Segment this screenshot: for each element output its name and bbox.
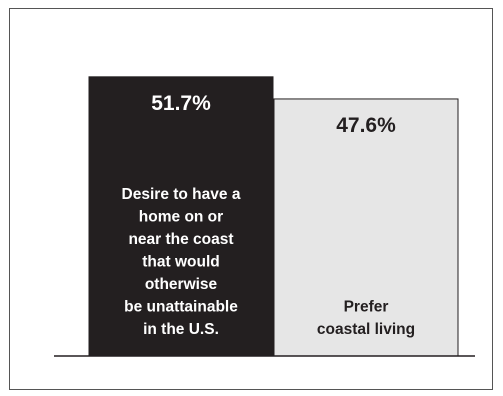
value-label-2: 47.6% — [336, 114, 396, 137]
bar-1 — [88, 76, 274, 357]
category-label-2-line-1: Prefer — [344, 299, 389, 316]
category-label-1-line-7: in the U.S. — [143, 321, 219, 338]
chart-frame — [9, 8, 493, 390]
category-label-1-line-6: be unattainable — [124, 299, 238, 316]
category-label-1-line-2: home on or — [139, 209, 223, 226]
value-label-1: 51.7% — [151, 92, 211, 115]
category-label-2-line-2: coastal living — [317, 321, 415, 338]
bar-2 — [273, 98, 459, 357]
category-label-1-line-3: near the coast — [128, 231, 233, 248]
category-label-1-line-5: otherwise — [145, 276, 218, 293]
category-label-1-line-4: that would — [142, 254, 220, 271]
category-label-1-line-1: Desire to have a — [122, 186, 241, 203]
